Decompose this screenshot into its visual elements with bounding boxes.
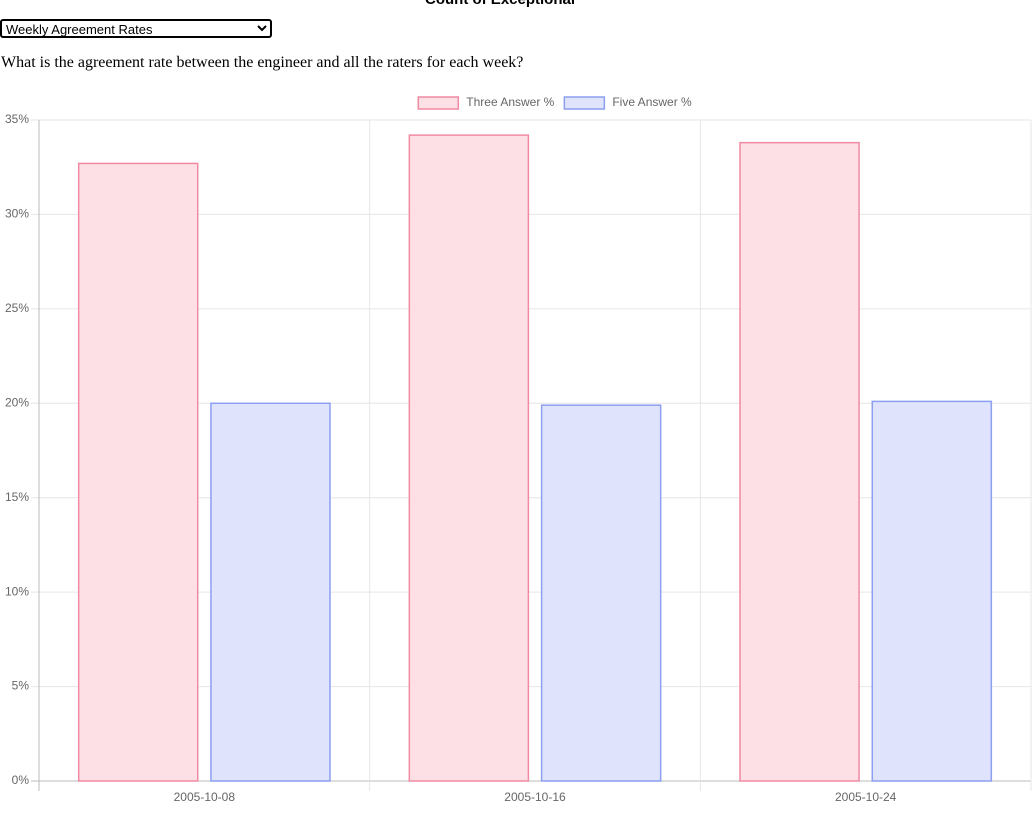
y-tick-label: 30% (5, 207, 29, 221)
legend-label: Three Answer % (466, 95, 554, 109)
bar (77, 162, 199, 782)
x-tick-label: 2005-10-16 (504, 790, 566, 804)
legend-swatch (417, 96, 460, 110)
bar (408, 134, 530, 782)
legend-label: Five Answer % (612, 95, 692, 109)
y-tick-label: 25% (5, 301, 29, 315)
y-tick-label: 5% (12, 679, 30, 693)
y-tick-label: 0% (12, 773, 30, 787)
y-tick-label: 10% (5, 584, 29, 598)
x-tick-label: 2005-10-08 (174, 790, 236, 804)
question: What is the agreement rate between the e… (1, 54, 524, 71)
x-tick-label: 2005-10-24 (835, 790, 897, 804)
bar (540, 404, 662, 782)
bar (210, 402, 331, 782)
y-tick-label: 15% (5, 490, 29, 504)
y-tick-label: 20% (5, 395, 29, 409)
view-select[interactable]: Weekly Agreement Rates (0, 19, 272, 38)
legend-swatch (563, 96, 606, 110)
header-text: Count of Exceptional (0, 0, 1000, 8)
y-tick-label: 35% (5, 112, 29, 126)
bar (739, 141, 860, 782)
bar (871, 400, 993, 782)
